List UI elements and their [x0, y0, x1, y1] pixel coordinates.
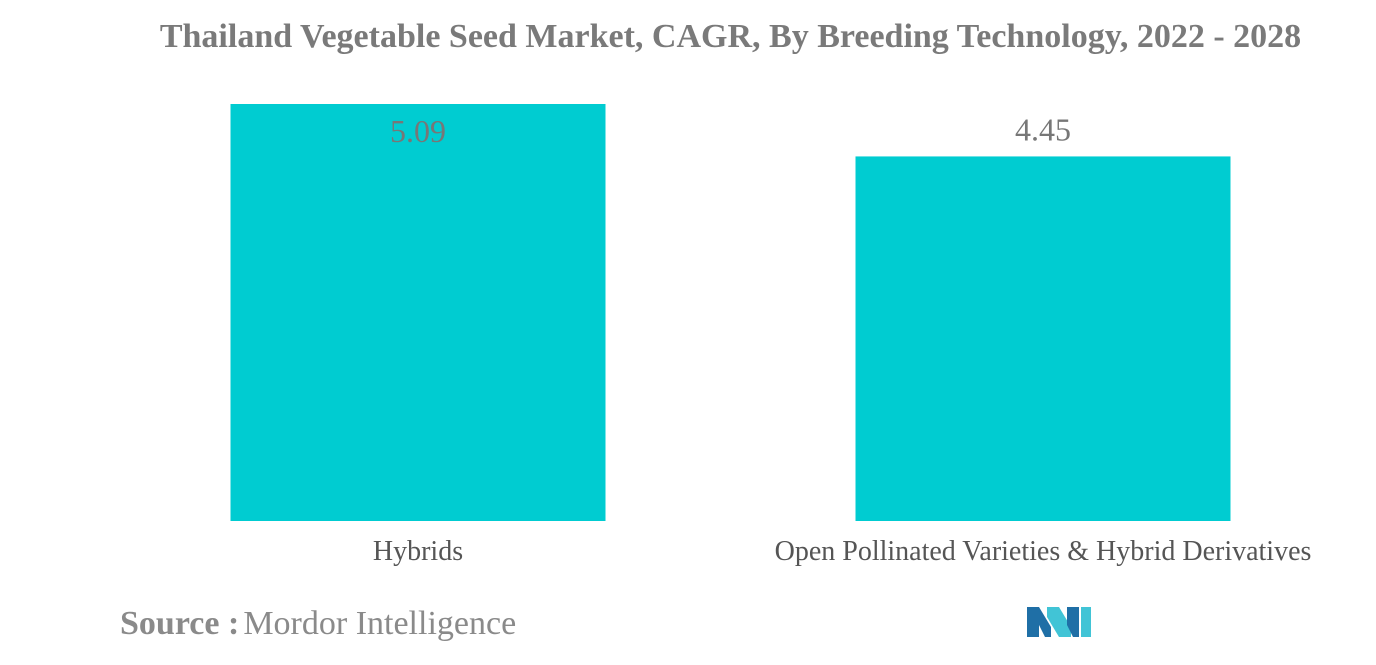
- logo-shape-4: [1081, 607, 1091, 637]
- category-label-1: Hybrids: [373, 536, 463, 567]
- bar-chart: 5.09 Hybrids 4.45 Open Pollinated Varieties…: [230, 104, 1312, 567]
- logo-shape-2: [1047, 607, 1071, 637]
- bar-1: [230, 104, 606, 521]
- source-label: Source :: [120, 605, 240, 642]
- mordor-logo-icon: [1027, 607, 1091, 637]
- bar-2: [855, 156, 1231, 521]
- chart-title: Thailand Vegetable Seed Market, CAGR, By…: [159, 18, 1302, 55]
- source-line: Source : Mordor Intelligence: [120, 605, 516, 643]
- logo-shape-1: [1027, 607, 1051, 637]
- labels-layer: 5.09 Hybrids 4.45 Open Pollinated Varieties…: [373, 111, 1312, 567]
- bars-layer: [230, 104, 1231, 521]
- source-value: Mordor Intelligence: [243, 605, 517, 642]
- data-label-2: 4.45: [1015, 111, 1071, 147]
- category-label-2: Open Pollinated Varieties & Hybrid Deriv…: [775, 536, 1312, 567]
- logo-shape-3: [1067, 607, 1079, 637]
- data-label-1: 5.09: [390, 113, 446, 149]
